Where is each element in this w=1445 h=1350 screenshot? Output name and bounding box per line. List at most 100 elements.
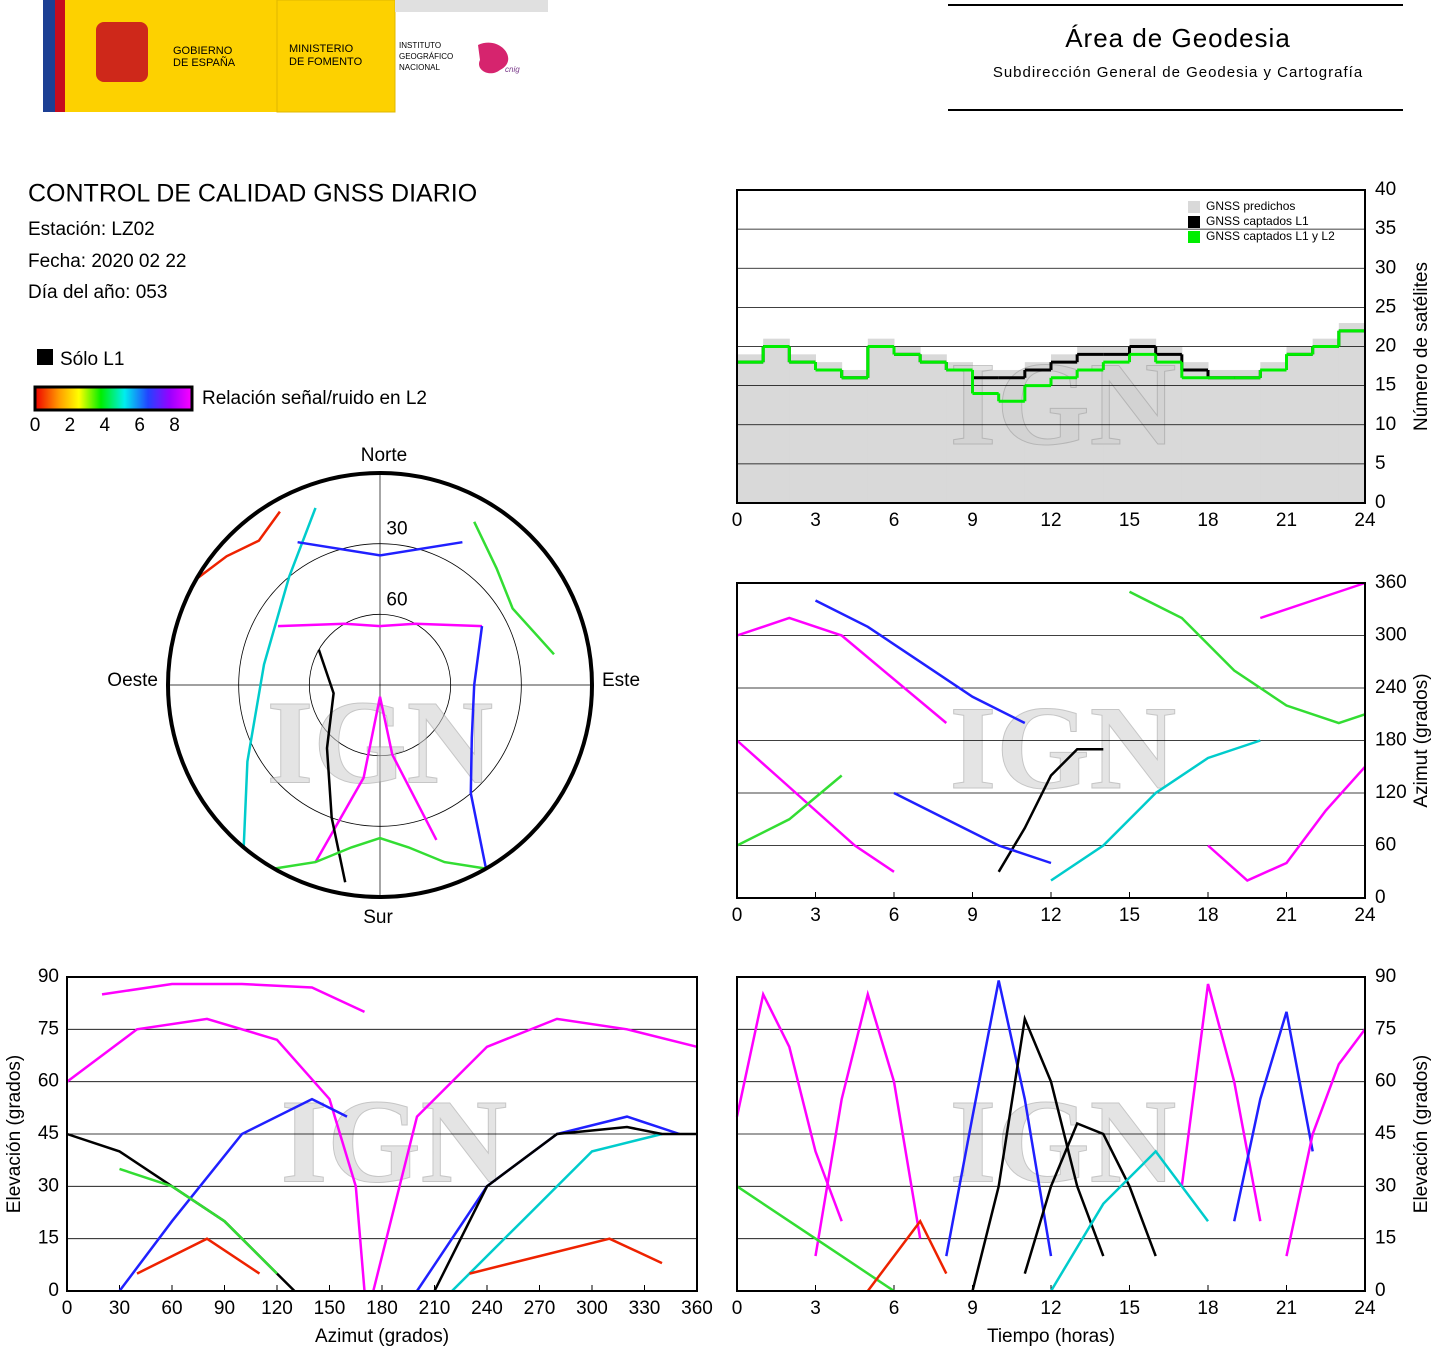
date: Fecha: 2020 02 22 [28,251,186,272]
y-tick-label: 180 [1375,730,1407,751]
x-tick-label: 12 [1040,1298,1061,1319]
x-tick-label: 18 [1197,905,1218,926]
l1-swatch [37,349,53,365]
legend-label: GNSS captados L1 y L2 [1206,229,1335,243]
sat-track [1285,1028,1366,1257]
sat-track [195,510,281,580]
y-tick-label: 15 [1375,1228,1396,1249]
ministry-logo [276,0,396,113]
sat-track [736,739,895,873]
y-tick-label: 300 [1375,625,1407,646]
sat-track [1128,590,1366,725]
y-tick-label: 45 [38,1123,59,1144]
cnig-text: cnig [505,65,520,74]
predicted-step [1234,369,1261,503]
sat-track [736,774,843,847]
x-tick-label: 6 [889,510,900,531]
x-tick-label: 21 [1276,1298,1297,1319]
flag-stripe [55,0,65,112]
predicted-step [1129,338,1157,503]
predicted-step [1260,362,1287,503]
snr-tick-label: 8 [169,415,180,436]
x-tick-label: 24 [1354,510,1376,531]
x-tick-label: 9 [967,510,978,531]
x-tick-label: 15 [1119,905,1140,926]
sat-track [119,1167,278,1275]
y-tick-label: 25 [1375,296,1396,317]
x-tick-label: 0 [62,1298,73,1319]
y-tick-label: 240 [1375,677,1407,698]
y-tick-label: 360 [1375,572,1407,593]
x-tick-label: 180 [366,1298,398,1319]
cnig-logo [478,42,509,74]
sat-track [1232,1011,1314,1222]
sat-track [997,748,1104,873]
sat-track [242,507,317,848]
legend-swatch [1188,231,1200,243]
x-tick-label: 300 [576,1298,608,1319]
elevation-ring [238,543,522,827]
sat-track [866,1218,948,1292]
sat-track [1259,581,1366,620]
sat-track [473,521,555,656]
x-tick-label: 3 [810,1298,821,1319]
sat-track [433,1125,697,1292]
sat-track [273,836,487,870]
y-tick-label: 60 [38,1071,59,1092]
x-tick-label: 240 [471,1298,503,1319]
y-tick-label: 20 [1375,336,1396,357]
x-axis-label: Tiempo (horas) [987,1326,1115,1347]
sat-track [372,1017,698,1292]
snr-tick-label: 2 [65,415,76,436]
area-title: Área de Geodesia [1065,23,1291,53]
sat-track [297,540,463,557]
x-tick-label: 90 [214,1298,235,1319]
x-tick-label: 24 [1354,905,1376,926]
sat-track [101,982,366,1014]
predicted-step [815,362,843,503]
y-tick-label: 75 [1375,1018,1396,1039]
sat-track [736,616,948,724]
sat-track [469,625,488,869]
plot-frame [736,976,1366,1292]
y-tick-label: 90 [1375,966,1396,987]
sat-track [1023,1121,1157,1274]
east-label: Este [602,670,640,691]
x-tick-label: 6 [889,905,900,926]
legend-swatch [1188,216,1200,228]
plot-frame [66,976,698,1292]
x-tick-label: 120 [261,1298,293,1319]
y-axis-label: Elevación (grados) [1411,1055,1432,1213]
y-tick-label: 0 [1375,1280,1386,1301]
y-tick-label: 30 [38,1175,59,1196]
ign-text: NACIONAL [399,63,440,72]
ring-label: 60 [386,589,407,610]
south-label: Sur [363,907,393,928]
x-axis-label: Azimut (grados) [315,1326,449,1347]
x-tick-label: 270 [524,1298,556,1319]
coat-of-arms [96,22,148,82]
sky-frame [166,471,594,899]
predicted-step [867,338,895,503]
x-tick-label: 3 [810,510,821,531]
sat-track [971,1014,1105,1292]
y-tick-label: 5 [1375,453,1386,474]
x-tick-label: 0 [732,1298,743,1319]
legend-label: GNSS predichos [1206,199,1295,213]
y-tick-label: 30 [1375,1175,1396,1196]
sat-track [735,990,843,1222]
predicted-step [763,338,790,503]
y-tick-label: 90 [38,966,59,987]
station: Estación: LZ02 [28,219,155,240]
y-tick-label: 30 [1375,257,1396,278]
predicted-step [1208,369,1235,503]
sat-track [1207,765,1366,882]
x-tick-label: 21 [1276,510,1297,531]
y-tick-label: 15 [1375,375,1396,396]
y-tick-label: 0 [1375,492,1386,513]
sat-track [945,980,1053,1257]
sat-track [1050,739,1261,882]
watermark: IGN [950,1075,1177,1208]
predicted-step [1181,362,1209,503]
